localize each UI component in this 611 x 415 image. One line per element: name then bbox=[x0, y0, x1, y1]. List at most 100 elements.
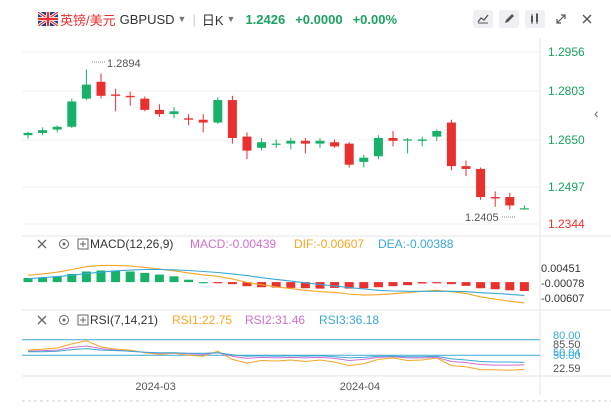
last-price: 1.2426 bbox=[245, 11, 286, 27]
macd-bar bbox=[359, 282, 369, 289]
candle-body bbox=[96, 81, 106, 96]
macd-bar bbox=[81, 271, 91, 283]
macd-bar bbox=[271, 282, 281, 288]
rsi-title: RSI(7,14,21) bbox=[90, 313, 158, 327]
rsi3-value: RSI3:36.18 bbox=[319, 313, 379, 327]
macd-bar bbox=[96, 270, 106, 283]
indicator-icon[interactable] bbox=[525, 10, 545, 28]
symbol-dropdown-icon[interactable]: ▼ bbox=[177, 14, 187, 24]
macd-bar bbox=[446, 282, 456, 285]
candle-body bbox=[140, 98, 150, 110]
drawing-tool-icon[interactable] bbox=[473, 10, 493, 28]
time-axis: 2024-03 2024-04 bbox=[22, 375, 611, 402]
dif-value: DIF:-0.00607 bbox=[294, 237, 364, 251]
symbol-code[interactable]: GBPUSD bbox=[119, 11, 175, 27]
current-price-tick: 1.2344 bbox=[548, 217, 585, 231]
candle-body bbox=[344, 143, 354, 165]
candle-body bbox=[446, 122, 456, 167]
rsi1-value: RSI1:22.75 bbox=[172, 313, 232, 327]
macd-bar bbox=[373, 282, 383, 288]
macd-bar bbox=[344, 282, 354, 289]
candle-body bbox=[490, 197, 500, 199]
candle-body bbox=[300, 140, 310, 144]
macd-bar bbox=[490, 282, 500, 290]
candle-body bbox=[417, 139, 427, 141]
candle-body bbox=[330, 142, 340, 147]
collapse-arrow-icon[interactable]: ‹ bbox=[594, 105, 599, 121]
macd-bar bbox=[67, 273, 77, 283]
pencil-icon[interactable] bbox=[499, 10, 519, 28]
candle-body bbox=[184, 118, 194, 120]
price-pane: 1.2894 1.2405 1.2956 1.2803 1.2650 1.249… bbox=[22, 38, 585, 395]
price-change-pct: +0.00% bbox=[352, 11, 398, 27]
rsi-legend: RSI(7,14,21) RSI1:22.75 RSI2:31.46 RSI3:… bbox=[37, 313, 379, 327]
price-tick: 1.2956 bbox=[548, 45, 585, 59]
price-tick: 1.2803 bbox=[548, 84, 585, 98]
price-tick: 1.2497 bbox=[548, 180, 585, 194]
candle-body bbox=[52, 126, 62, 130]
candle-body bbox=[388, 138, 398, 141]
rsi-tick: 50.04 bbox=[553, 347, 581, 359]
symbol-name[interactable]: 英镑/美元 bbox=[60, 12, 116, 28]
rsi3-line bbox=[28, 348, 525, 363]
candle-body bbox=[125, 95, 135, 98]
settings-icon bbox=[59, 315, 69, 325]
candle-body bbox=[432, 130, 442, 137]
expand-icon[interactable] bbox=[551, 10, 571, 28]
candle-body bbox=[461, 166, 471, 169]
rsi-tick: 22.59 bbox=[553, 363, 581, 375]
macd-bar bbox=[242, 282, 252, 287]
macd-bar bbox=[330, 282, 340, 288]
macd-bar bbox=[461, 282, 471, 286]
candle-body bbox=[373, 138, 383, 157]
candle-body bbox=[198, 119, 208, 123]
close-icon[interactable] bbox=[577, 10, 597, 28]
candle-body bbox=[505, 197, 515, 206]
date-tick: 2024-03 bbox=[135, 381, 175, 393]
candle-body bbox=[242, 136, 252, 151]
macd-bar bbox=[169, 276, 179, 283]
period-dropdown-icon[interactable]: ▼ bbox=[226, 14, 236, 24]
macd-legend: MACD(12,26,9) MACD:-0.00439 DIF:-0.00607… bbox=[37, 237, 454, 251]
rsi1-line bbox=[27, 340, 525, 371]
date-tick: 2024-04 bbox=[340, 381, 380, 393]
rsi-tick: 85.50 bbox=[553, 339, 581, 351]
candle-body bbox=[154, 109, 164, 115]
candle-body bbox=[169, 111, 179, 115]
macd-tick: -0.00078 bbox=[541, 278, 584, 290]
macd-pane: MACD(12,26,9) MACD:-0.00439 DIF:-0.00607… bbox=[22, 235, 611, 305]
macd-bar bbox=[140, 272, 150, 283]
macd-bar bbox=[184, 279, 194, 283]
macd-bar bbox=[417, 282, 427, 284]
rsi-pane: RSI(7,14,21) RSI1:22.75 RSI2:31.46 RSI3:… bbox=[22, 309, 611, 375]
header-toolbar bbox=[473, 10, 597, 28]
high-price-label: 1.2894 bbox=[107, 58, 141, 70]
dea-value: DEA:-0.00388 bbox=[378, 237, 454, 251]
candle-body bbox=[286, 140, 296, 144]
candle-body bbox=[227, 100, 237, 138]
indicator-add-icon bbox=[77, 238, 89, 250]
close-indicator-icon bbox=[37, 315, 47, 325]
settings-icon bbox=[59, 239, 69, 249]
macd-tick: -0.00607 bbox=[541, 293, 584, 305]
period-selector[interactable]: 日K bbox=[201, 12, 224, 28]
candle-body bbox=[257, 142, 267, 148]
candle-body bbox=[67, 101, 77, 127]
rsi2-line bbox=[27, 345, 525, 366]
macd-bar bbox=[519, 282, 529, 291]
macd-bar bbox=[505, 282, 515, 291]
candle-body bbox=[271, 143, 281, 145]
macd-bar bbox=[432, 282, 442, 284]
macd-value: MACD:-0.00439 bbox=[190, 237, 276, 251]
macd-bar bbox=[213, 282, 223, 284]
macd-bar bbox=[125, 271, 135, 283]
macd-bar bbox=[300, 282, 310, 289]
macd-bar bbox=[154, 274, 164, 283]
candle-body bbox=[81, 84, 91, 99]
candle-body bbox=[111, 94, 121, 96]
candle-body bbox=[403, 139, 413, 141]
macd-bar bbox=[23, 278, 33, 283]
indicator-add-icon bbox=[77, 314, 89, 326]
close-indicator-icon bbox=[37, 239, 47, 249]
